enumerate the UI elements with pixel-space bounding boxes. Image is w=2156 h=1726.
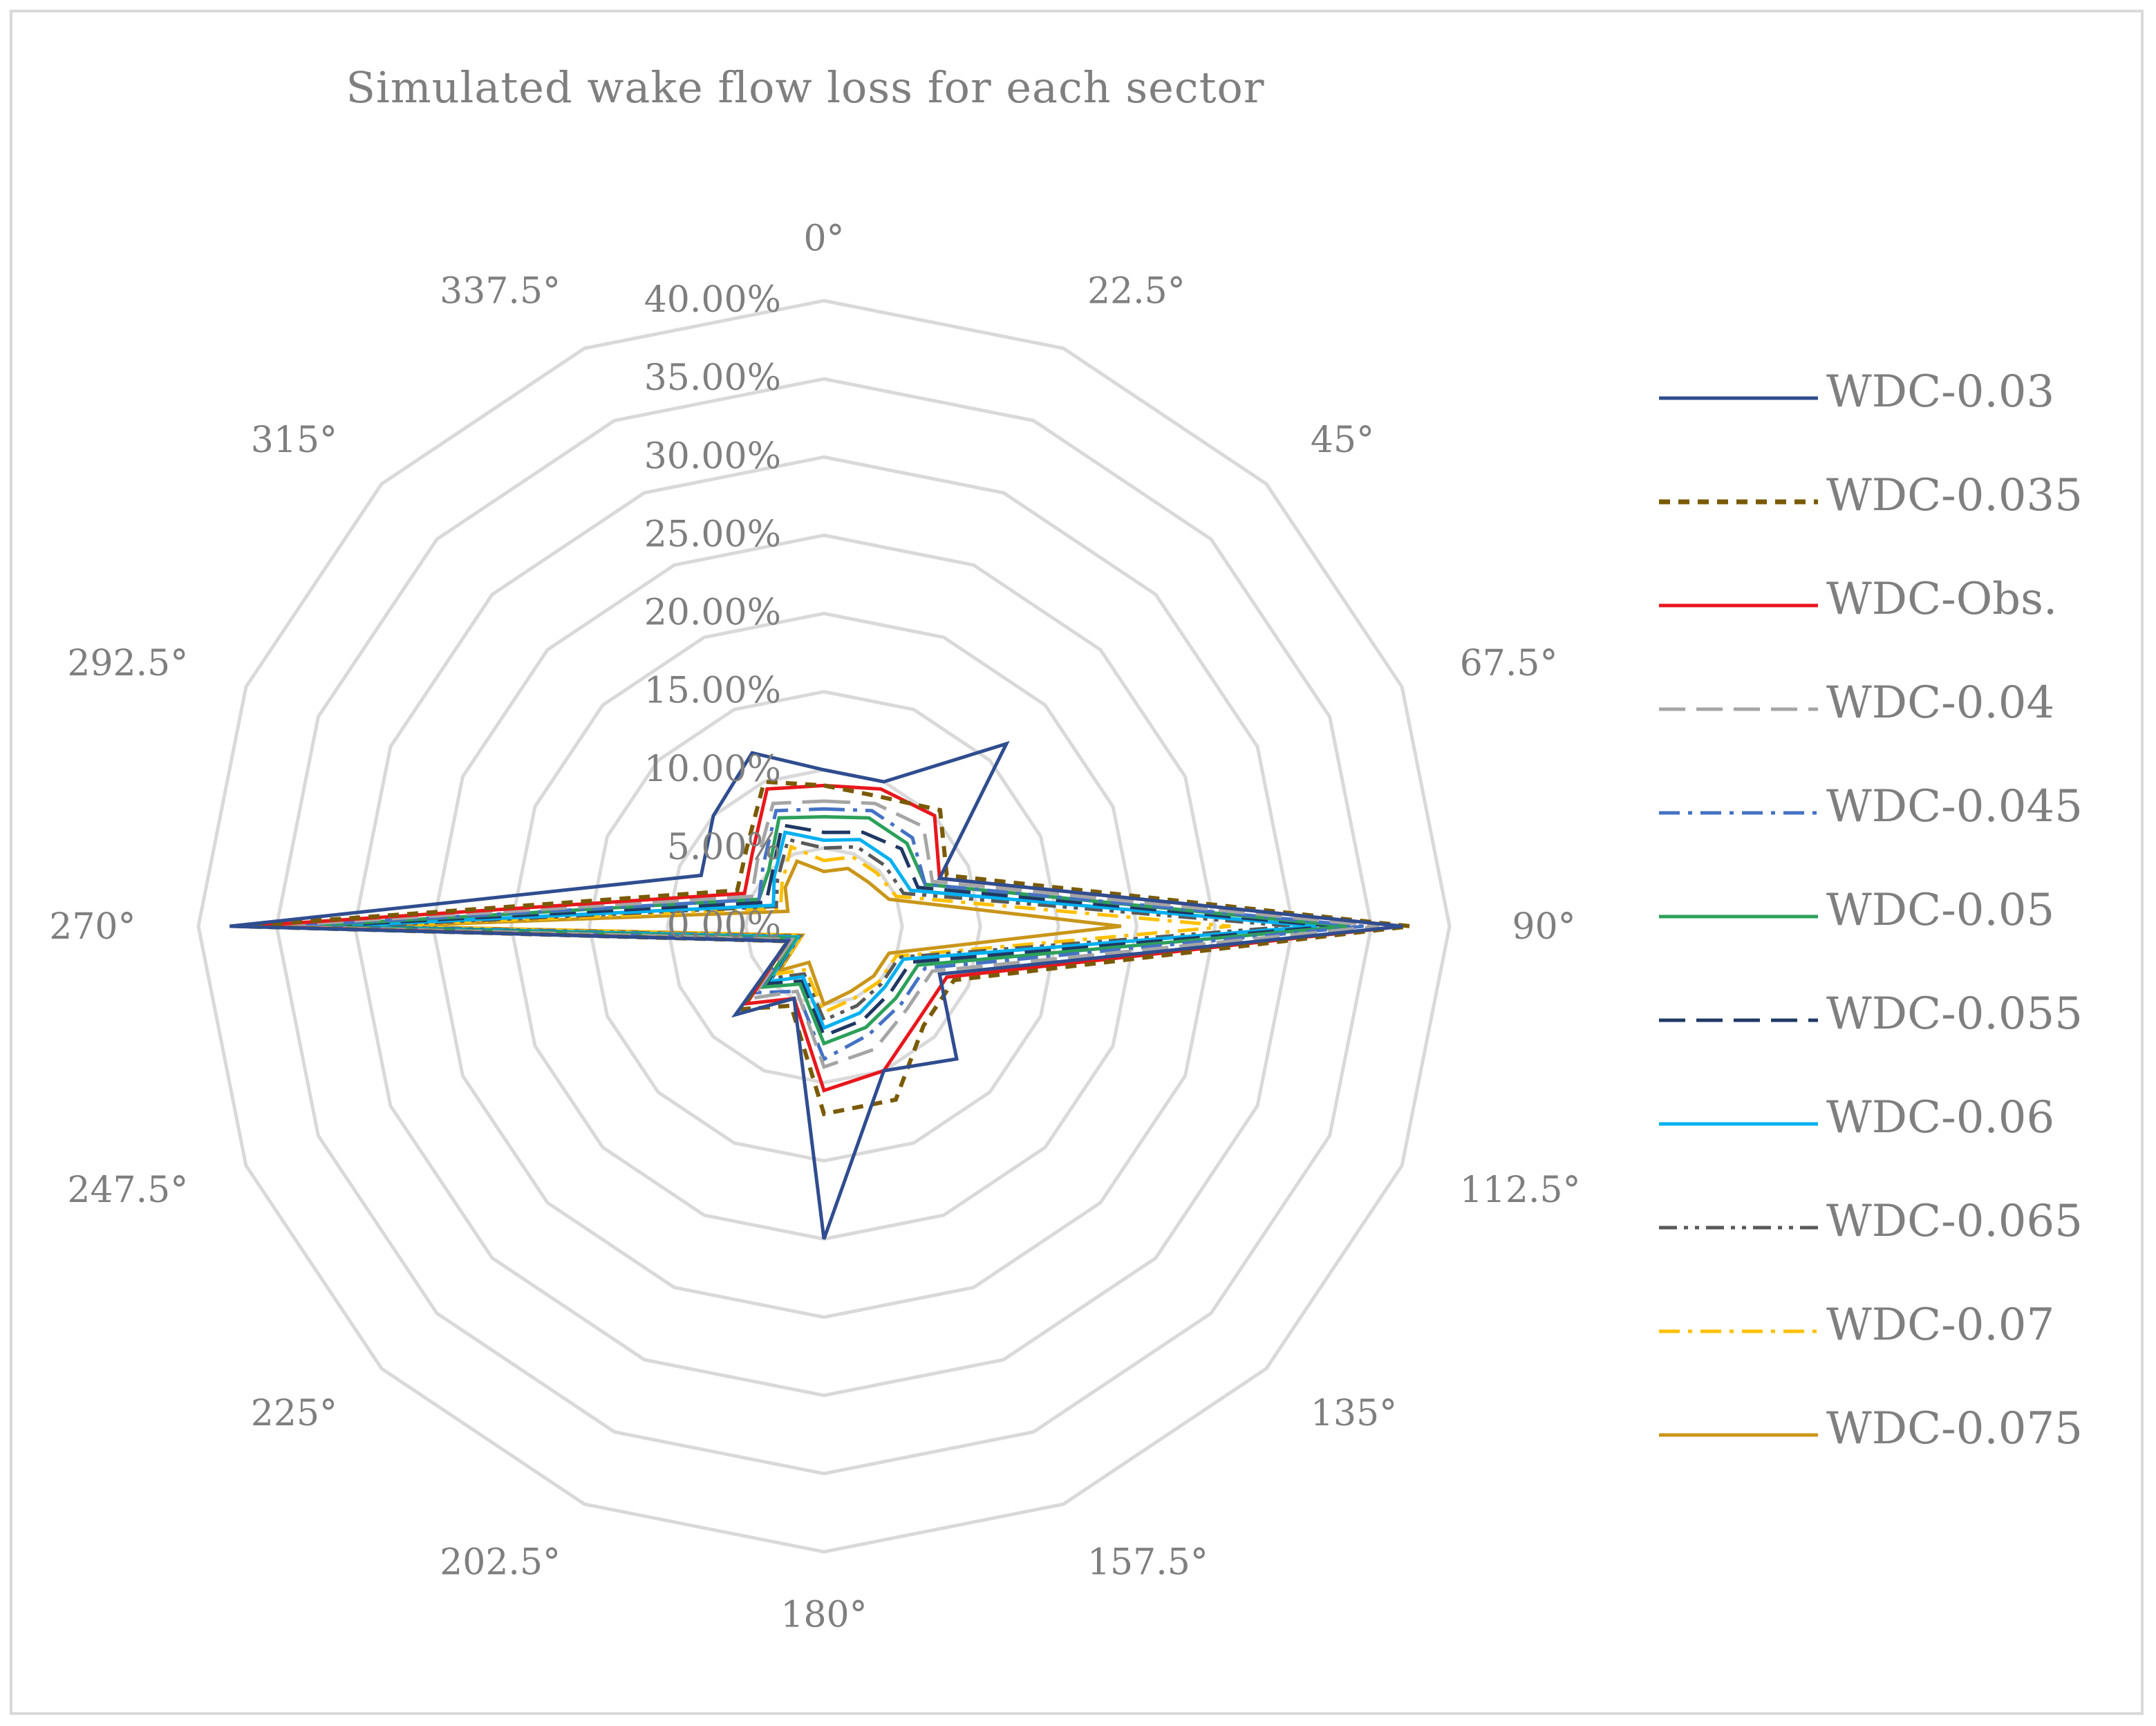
legend-swatch (1659, 707, 1818, 711)
tick-label: 20.00% (644, 592, 781, 634)
legend-item: WDC-0.04 (1659, 677, 2115, 781)
legend-swatch (1659, 499, 1818, 505)
axis-label: 112.5° (1460, 1170, 1581, 1211)
series-line-wdc-0-075 (386, 859, 1122, 1007)
grid-ring-5 (431, 533, 1217, 1320)
tick-label: 0.00% (667, 905, 781, 946)
axis-label: 292.5° (67, 643, 188, 684)
series-line-wdc-0-03 (229, 740, 1403, 1240)
series-line-wdc-0-05 (299, 815, 1349, 1046)
axis-label: 315° (251, 420, 337, 461)
legend-item: WDC-0.045 (1659, 781, 2115, 885)
legend-swatch (1659, 603, 1818, 608)
legend-swatch (1659, 914, 1818, 919)
legend-item: WDC-0.06 (1659, 1092, 2115, 1196)
legend-item: WDC-0.07 (1659, 1300, 2115, 1403)
chart-frame (10, 10, 2144, 1715)
legend-item: WDC-Obs. (1659, 574, 2115, 677)
grid-ring-7 (274, 377, 1374, 1476)
series-line-wdc-0-045 (284, 807, 1364, 1062)
legend-label: WDC-0.055 (1826, 988, 2083, 1040)
legend-label: WDC-0.035 (1826, 470, 2083, 521)
tick-label: 5.00% (667, 827, 781, 868)
legend-label: WDC-0.075 (1826, 1403, 2083, 1454)
legend-item: WDC-0.03 (1659, 366, 2115, 470)
radar-series (229, 740, 1411, 1240)
legend: WDC-0.03 WDC-0.035 WDC-Obs. WDC-0.04 WDC-0.0… (1659, 366, 2115, 1507)
series-line-wdc-0-04 (268, 799, 1380, 1069)
series-line-wdc-0-06 (331, 830, 1317, 1031)
legend-swatch (1659, 396, 1818, 400)
legend-label: WDC-0.07 (1826, 1300, 2055, 1351)
legend-swatch (1659, 1329, 1818, 1333)
axis-label: 337.5° (440, 270, 561, 312)
radar-labels: 0.00% 5.00% 10.00% 15.00% 20.00% 25.00% 30.00%… (49, 218, 1580, 1636)
axis-label: 180° (780, 1595, 867, 1636)
tick-label: 40.00% (644, 279, 781, 321)
grid-ring-2 (666, 768, 982, 1085)
axis-label: 67.5° (1460, 643, 1558, 684)
legend-label: WDC-0.03 (1826, 366, 2055, 418)
axis-label: 0° (803, 218, 844, 260)
series-line-wdc-0-035 (237, 779, 1411, 1116)
tick-label: 30.00% (644, 435, 781, 477)
axis-label: 45° (1311, 420, 1374, 461)
tick-label: 10.00% (644, 749, 781, 790)
legend-label: WDC-0.045 (1826, 781, 2083, 832)
axis-label: 157.5° (1087, 1542, 1208, 1584)
legend-label: WDC-0.065 (1826, 1196, 2083, 1247)
legend-swatch (1659, 1226, 1818, 1230)
tick-label: 25.00% (644, 514, 781, 555)
grid-ring-3 (588, 690, 1060, 1163)
axis-label: 202.5° (440, 1542, 561, 1584)
tick-label: 15.00% (644, 670, 781, 712)
legend-swatch (1659, 1122, 1818, 1126)
legend-item: WDC-0.055 (1659, 988, 2115, 1092)
legend-label: WDC-0.04 (1826, 677, 2055, 729)
series-line-wdc-0-07 (370, 844, 1231, 1015)
axis-label: 90° (1512, 906, 1576, 948)
grid-ring-6 (353, 455, 1295, 1398)
axis-label: 225° (251, 1393, 337, 1434)
legend-label: WDC-Obs. (1826, 574, 2058, 625)
radar-grid (196, 299, 1452, 1554)
tick-label: 35.00% (644, 357, 781, 399)
legend-swatch (1659, 1433, 1818, 1437)
legend-label: WDC-0.05 (1826, 885, 2055, 936)
legend-item: WDC-0.05 (1659, 885, 2115, 988)
legend-swatch (1659, 811, 1818, 815)
axis-label: 247.5° (67, 1170, 188, 1211)
legend-item: WDC-0.065 (1659, 1196, 2115, 1300)
series-line-wdc-0-055 (315, 823, 1333, 1038)
series-line-wdc-obs- (245, 783, 1403, 1093)
chart-title: Simulated wake flow loss for each sector (346, 62, 1265, 113)
legend-label: WDC-0.06 (1826, 1092, 2055, 1143)
axis-label: 270° (49, 906, 135, 948)
grid-ring-4 (509, 611, 1139, 1241)
axis-label: 135° (1311, 1393, 1397, 1434)
legend-swatch (1659, 1018, 1818, 1022)
legend-item: WDC-0.075 (1659, 1403, 2115, 1507)
grid-ring-8 (196, 299, 1452, 1554)
legend-item: WDC-0.035 (1659, 470, 2115, 574)
axis-label: 22.5° (1087, 270, 1185, 312)
